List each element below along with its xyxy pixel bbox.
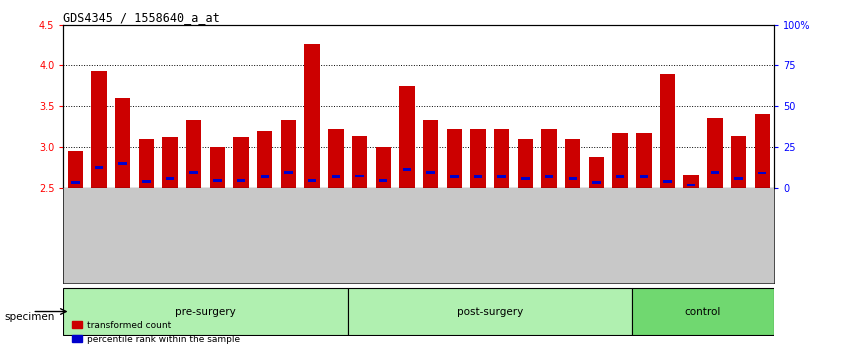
Bar [423, 120, 438, 188]
Bar [640, 176, 648, 178]
Bar [731, 136, 746, 188]
Bar [328, 129, 343, 188]
Text: pre-surgery: pre-surgery [175, 307, 236, 316]
Bar [399, 86, 415, 188]
Bar [474, 175, 482, 178]
Bar [569, 177, 577, 180]
Text: GDS4345 / 1558640_a_at: GDS4345 / 1558640_a_at [63, 11, 220, 24]
Legend: transformed count, percentile rank within the sample: transformed count, percentile rank withi… [68, 318, 244, 347]
Bar [162, 137, 178, 188]
Bar [758, 172, 766, 175]
Bar [707, 118, 722, 188]
Bar [734, 177, 743, 180]
Bar [118, 162, 127, 165]
Bar [284, 171, 293, 174]
Bar [91, 71, 107, 188]
FancyBboxPatch shape [63, 288, 348, 335]
Bar [332, 175, 340, 178]
Text: post-surgery: post-surgery [457, 307, 523, 316]
Text: control: control [685, 307, 721, 316]
Bar [68, 151, 83, 188]
Bar [376, 147, 391, 188]
Bar [450, 175, 459, 178]
Bar [613, 133, 628, 188]
Bar [663, 180, 672, 183]
Bar [521, 177, 530, 180]
FancyBboxPatch shape [348, 288, 632, 335]
Bar [447, 129, 462, 188]
Bar [237, 179, 245, 182]
Bar [589, 158, 604, 188]
Bar [352, 136, 367, 188]
Bar [190, 171, 198, 174]
Bar [403, 169, 411, 171]
Text: specimen: specimen [4, 312, 55, 322]
Bar [684, 176, 699, 188]
FancyBboxPatch shape [632, 288, 774, 335]
Bar [305, 44, 320, 188]
Bar [139, 139, 154, 188]
Bar [213, 179, 222, 182]
Bar [660, 74, 675, 188]
Bar [755, 114, 770, 188]
Bar [494, 129, 509, 188]
Bar [497, 175, 506, 178]
Bar [71, 181, 80, 184]
Bar [379, 179, 387, 182]
Bar [142, 180, 151, 183]
Bar [166, 177, 174, 180]
Bar [711, 171, 719, 174]
Bar [687, 183, 695, 187]
Bar [210, 147, 225, 188]
Bar [186, 120, 201, 188]
Bar [261, 175, 269, 178]
Bar [545, 175, 553, 178]
Bar [636, 133, 651, 188]
Bar [565, 139, 580, 188]
Bar [518, 139, 533, 188]
Bar [233, 137, 249, 188]
Bar [115, 98, 130, 188]
Bar [95, 166, 103, 169]
Bar [257, 131, 272, 188]
Bar [616, 176, 624, 178]
Bar [470, 129, 486, 188]
Bar [355, 175, 364, 177]
Bar [281, 120, 296, 188]
Bar [541, 129, 557, 188]
Bar [426, 171, 435, 174]
Bar [308, 179, 316, 182]
Bar [592, 181, 601, 184]
